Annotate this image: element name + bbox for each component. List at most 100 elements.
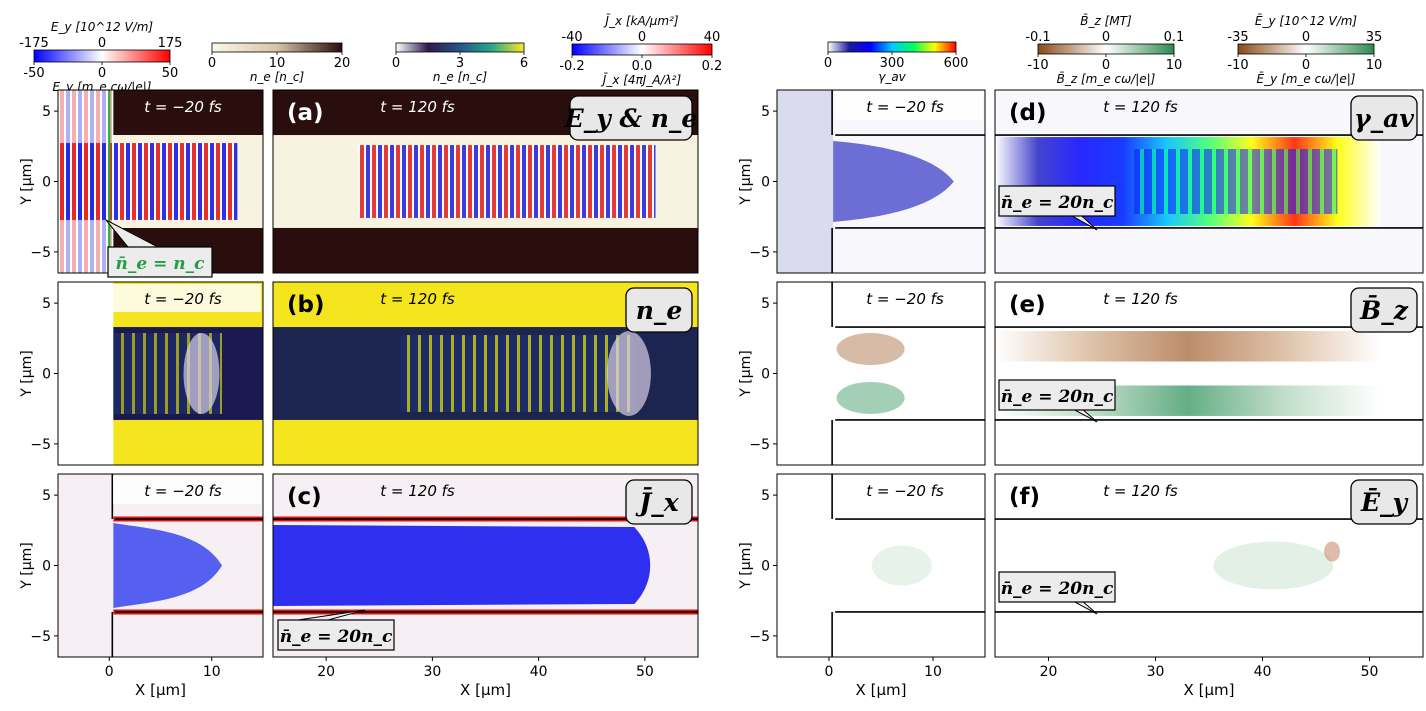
- time-label-bg: [113, 476, 261, 504]
- y-tick-label: −5: [30, 245, 51, 261]
- colorbar-top-tick-label: 0: [638, 30, 646, 45]
- colorbar-ne2: 0 3 6 n_e [n_c]: [392, 42, 528, 84]
- bz-negative-lobe: [995, 331, 1381, 362]
- y-tick-label: 5: [761, 104, 770, 120]
- y-tick-label: 0: [42, 175, 51, 191]
- x-tick-label: 50: [636, 664, 654, 680]
- panel-d: t = −20 fs t = 120 fs (d) γ_av n̄_e = 20n_c: [776, 89, 1424, 274]
- return-current: [113, 523, 222, 608]
- x-tick-label: 40: [530, 664, 548, 680]
- colorbar-tick-label: 0: [392, 56, 400, 71]
- annotation-d: n̄_e = 20n_c: [998, 185, 1116, 231]
- panel-f-right-frame: [994, 473, 1424, 658]
- colorbar-eybar-bar: [1237, 43, 1375, 55]
- colorbar-tick-label: 0: [98, 66, 106, 81]
- colorbar-bottom-label: J̄_x [4πJ_A/λ²]: [601, 73, 682, 87]
- time-label-right: t = 120 fs: [380, 290, 455, 308]
- panel-d-right-frame: [994, 89, 1424, 274]
- laser-field-channel: [58, 143, 238, 220]
- quantity-badge: [625, 287, 693, 333]
- colorbar-ne1: 0 10 20 n_e [n_c]: [208, 42, 350, 84]
- annotation-c: n̄_e = 20n_c: [277, 609, 395, 651]
- panel-e-right-frame: [994, 281, 1424, 466]
- x-axis-left-a: 0 10 X [μm]: [105, 657, 221, 699]
- x-tick-label: 30: [423, 664, 441, 680]
- x-axis-right-b: 20 30 40 50 X [μm]: [1040, 657, 1379, 699]
- x-tick-label: 10: [924, 664, 942, 680]
- colorbar-jx-bar: [571, 43, 713, 56]
- quantity-badge: [1350, 479, 1418, 525]
- colorbar-top-label: B̄_z [MT]: [1080, 14, 1132, 28]
- colorbar-top-tick-label: -0.1: [1025, 30, 1050, 45]
- time-label-bg: [835, 284, 983, 312]
- x-axis-label: X [μm]: [135, 681, 186, 699]
- y-tick-label: −5: [30, 437, 51, 453]
- panel-letter: (a): [287, 100, 324, 126]
- quantity-badge: [569, 95, 693, 141]
- colorbar-tick-label: -10: [1027, 58, 1048, 73]
- colorbar-top-label: E_y [10^12 V/m]: [51, 20, 154, 34]
- colorbar-bottom-label: n_e [n_c]: [433, 70, 488, 84]
- x-axis-left-b: 0 10 X [μm]: [825, 657, 942, 699]
- y-tick-label: 0: [761, 175, 770, 191]
- x-tick-label: 30: [1147, 664, 1165, 680]
- x-tick-label: 50: [1361, 664, 1379, 680]
- y-axis-label: Y [μm]: [19, 350, 35, 397]
- y-tick-label: 0: [42, 367, 51, 383]
- colorbar-tick-label: 0.0: [632, 59, 653, 74]
- colorbar-tick-label: 3: [456, 56, 464, 71]
- x-tick-label: 10: [203, 664, 221, 680]
- eybar-weak-field: [1213, 541, 1334, 590]
- y-tick-label: 5: [42, 296, 51, 312]
- y-tick-label: −5: [749, 629, 770, 645]
- quantity-label: E_y & n_e: [564, 104, 698, 133]
- eybar-weak-field: [871, 545, 932, 586]
- time-label-bg: [835, 476, 983, 504]
- colorbar-bz-bar: [1037, 43, 1175, 55]
- panel-c: t = −20 fs t = 120 fs (c) J̄_x n̄_e = 20n_c: [57, 473, 699, 658]
- colorbar-gamma: 0 300 600 γ_av: [824, 41, 968, 84]
- colorbar-tick-label: 50: [162, 66, 179, 81]
- colorbar-top-tick-label: -175: [19, 36, 49, 51]
- colorbar-top-tick-label: 175: [158, 36, 183, 51]
- x-axis-label: X [μm]: [1184, 681, 1235, 699]
- annotation-text: n̄_e = 20n_c: [1001, 579, 1114, 599]
- colorbar-ey-bar: [33, 49, 171, 63]
- quantity-label: B̄_z: [1359, 295, 1409, 325]
- annotation-a: n̄_e = n_c: [105, 219, 213, 278]
- colorbar-top-tick-label: 0: [98, 36, 106, 51]
- annotation-box: [998, 379, 1116, 411]
- colorbar-top-tick-label: 40: [704, 30, 721, 45]
- x-tick-label: 0: [825, 664, 834, 680]
- x-tick-label: 40: [1254, 664, 1272, 680]
- annotation-box: [998, 185, 1116, 217]
- x-axis-right-a: 20 30 40 50 X [μm]: [317, 657, 654, 699]
- y-axis-label: Y [μm]: [19, 158, 35, 205]
- colorbar-bottom-label: Ē_y [m_e cω/|e|]: [1257, 72, 1356, 86]
- y-tick-label: 5: [42, 488, 51, 504]
- y-axis-label: Y [μm]: [19, 542, 35, 589]
- annotation-box: [998, 571, 1116, 603]
- bz-positive-lobe: [836, 381, 905, 414]
- panel-letter: (c): [287, 484, 322, 510]
- time-label-right: t = 120 fs: [380, 482, 455, 500]
- colorbar-top-tick-label: -35: [1227, 30, 1248, 45]
- colorbar-tick-label: 6: [520, 56, 528, 71]
- y-axis-label: Y [μm]: [738, 542, 754, 589]
- panel-c-right-frame: [272, 473, 699, 658]
- time-label-left: t = −20 fs: [144, 98, 222, 116]
- annotation-text: n̄_e = 20n_c: [280, 627, 393, 647]
- colorbar-tick-label: 0: [208, 56, 216, 71]
- time-label-bg: [835, 92, 983, 120]
- colorbar-tick-label: -0.2: [559, 59, 584, 74]
- time-label-left: t = −20 fs: [144, 290, 222, 308]
- colorbar-bottom-label: n_e [n_c]: [250, 70, 305, 84]
- quantity-badge: [1350, 287, 1418, 333]
- panels: t = −20 fs t = 120 fs (a) E_y & n_e n̄_e = n…: [57, 89, 1424, 658]
- y-tick-label: 5: [761, 296, 770, 312]
- x-axis-label: X [μm]: [460, 681, 511, 699]
- panel-e: t = −20 fs t = 120 fs (e) B̄_z n̄_e = 20n_c: [776, 281, 1424, 466]
- annotation-text: n̄_e = 20n_c: [1001, 193, 1114, 213]
- quantity-label: J̄_x: [635, 487, 679, 517]
